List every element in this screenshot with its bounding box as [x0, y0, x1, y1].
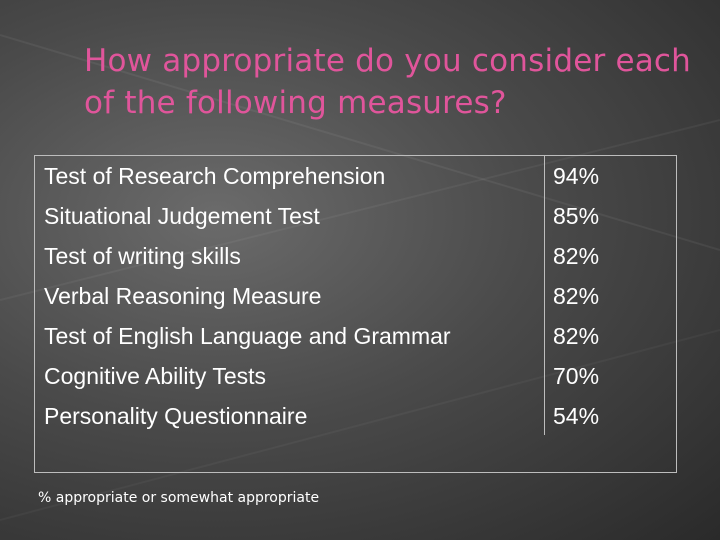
measure-value: 82%	[553, 323, 600, 349]
table-row: Situational Judgement Test 85%	[34, 195, 678, 235]
measure-label-cell: Personality Questionnaire	[34, 395, 545, 435]
table-row: Verbal Reasoning Measure 82%	[34, 275, 678, 315]
measure-value: 85%	[553, 203, 600, 229]
measure-label-cell: Situational Judgement Test	[34, 195, 545, 235]
measure-value-cell: 54%	[545, 395, 679, 435]
table-row: Test of writing skills 82%	[34, 235, 678, 275]
measure-label-cell: Cognitive Ability Tests	[34, 355, 545, 395]
measure-label-cell: Test of Research Comprehension	[34, 155, 545, 195]
measure-label: Test of English Language and Grammar	[44, 323, 451, 349]
measure-value-cell: 70%	[545, 355, 679, 395]
slide-title: How appropriate do you consider each of …	[84, 43, 692, 121]
footnote: % appropriate or somewhat appropriate	[38, 490, 320, 506]
measure-value-cell: 94%	[545, 155, 679, 195]
measure-label: Test of Research Comprehension	[44, 163, 386, 189]
measure-label-cell: Test of writing skills	[34, 235, 545, 275]
measures-table: Test of Research Comprehension 94% Situa…	[34, 155, 678, 435]
table-row: Cognitive Ability Tests 70%	[34, 355, 678, 395]
measure-value-cell: 82%	[545, 235, 679, 275]
table-row: Test of English Language and Grammar 82%	[34, 315, 678, 355]
measure-label: Personality Questionnaire	[44, 403, 308, 429]
measure-value-cell: 85%	[545, 195, 679, 235]
measure-label: Test of writing skills	[44, 243, 241, 269]
measure-value-cell: 82%	[545, 315, 679, 355]
measure-value: 94%	[553, 163, 600, 189]
table-row: Personality Questionnaire 54%	[34, 395, 678, 435]
measure-label-cell: Test of English Language and Grammar	[34, 315, 545, 355]
measure-value: 82%	[553, 283, 600, 309]
measure-value: 82%	[553, 243, 600, 269]
table-row: Test of Research Comprehension 94%	[34, 155, 678, 195]
measure-value: 54%	[553, 403, 600, 429]
measure-value-cell: 82%	[545, 275, 679, 315]
measure-label: Situational Judgement Test	[44, 203, 320, 229]
measure-label: Cognitive Ability Tests	[44, 363, 267, 389]
measure-label: Verbal Reasoning Measure	[44, 283, 322, 309]
measure-value: 70%	[553, 363, 600, 389]
measure-label-cell: Verbal Reasoning Measure	[34, 275, 545, 315]
